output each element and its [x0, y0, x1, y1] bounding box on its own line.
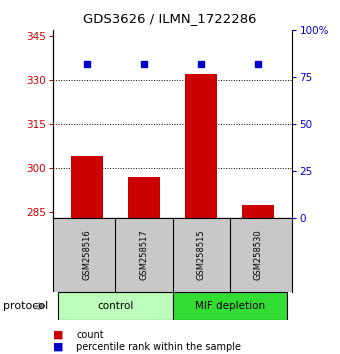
Text: GSM258515: GSM258515 [197, 229, 206, 280]
Bar [242, 205, 274, 218]
Bar [185, 74, 217, 218]
Bar [71, 156, 103, 218]
Text: GDS3626 / ILMN_1722286: GDS3626 / ILMN_1722286 [83, 12, 257, 25]
Text: percentile rank within the sample: percentile rank within the sample [76, 342, 241, 352]
Text: GSM258530: GSM258530 [254, 229, 263, 280]
Text: ■: ■ [53, 342, 63, 352]
Text: protocol: protocol [3, 301, 49, 311]
Text: MIF depletion: MIF depletion [194, 301, 265, 311]
Text: GSM258517: GSM258517 [139, 229, 149, 280]
Bar [173, 292, 287, 320]
Text: ■: ■ [53, 330, 63, 339]
Text: control: control [97, 301, 134, 311]
Bar [128, 177, 160, 218]
Bar [58, 292, 173, 320]
Text: GSM258516: GSM258516 [82, 229, 91, 280]
Text: count: count [76, 330, 104, 339]
